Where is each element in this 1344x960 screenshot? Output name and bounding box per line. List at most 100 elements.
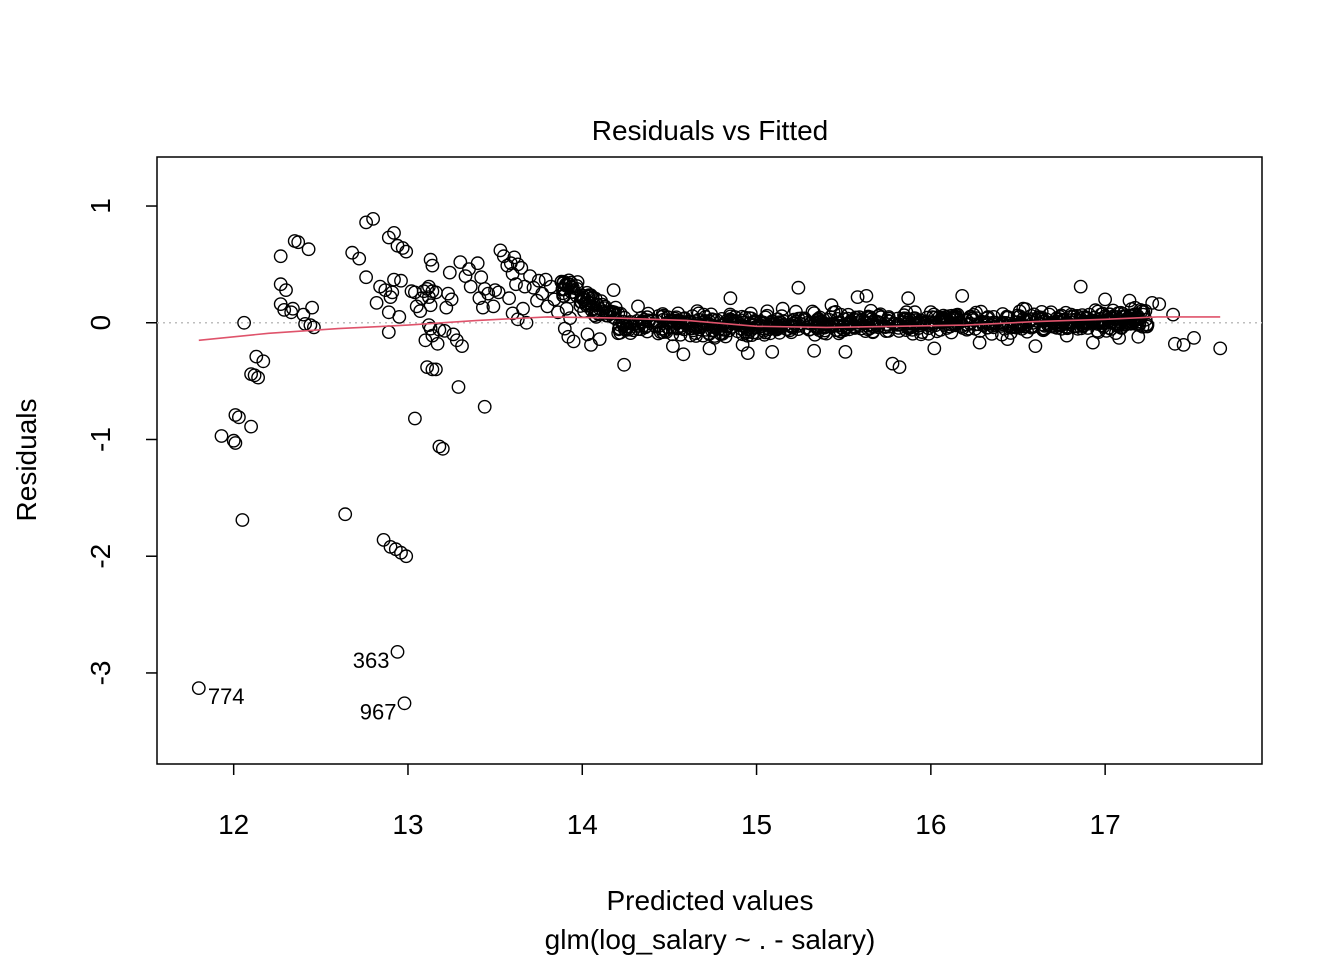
data-point [705,312,720,327]
data-point [850,290,865,304]
data-point [886,316,901,331]
data-point [301,242,316,257]
data-point [470,256,485,271]
data-point [338,507,353,522]
data-point [769,322,784,337]
data-point [615,316,629,331]
data-point [551,305,565,320]
data-point [603,306,617,321]
data-point [387,272,401,287]
x-axis-label: Predicted values [606,885,813,916]
data-point [1213,341,1228,356]
data-point [631,322,646,336]
data-point [256,354,271,369]
data-point [359,215,373,230]
data-point [392,309,407,324]
outlier-label: 363 [353,648,390,673]
y-tick-label: -2 [85,544,116,569]
data-point [590,298,605,313]
data-point [1094,307,1109,322]
data-point [237,315,252,330]
data-point [1176,337,1191,352]
data-point [442,265,457,280]
data-point [191,681,206,695]
data-point [251,370,266,385]
data-point [1002,318,1016,333]
data-point [807,343,821,358]
data-point [455,339,469,353]
data-point [561,329,576,344]
data-point [540,299,555,314]
data-point [395,241,410,255]
data-point [734,321,748,336]
data-point [531,273,546,288]
data-point [861,322,876,337]
data-point [387,225,401,240]
data-point [366,211,380,226]
data-point [502,291,516,306]
data-point [849,311,864,325]
data-point [244,419,259,434]
data-point [273,249,288,264]
data-point [1145,295,1160,310]
data-point [1140,319,1154,334]
data-point [1003,320,1018,335]
data-point [696,307,711,322]
data-point [369,295,384,310]
data-point [516,301,530,316]
data-point [228,408,243,422]
data-point [944,325,959,340]
data-point [985,318,999,333]
data-point [1037,322,1052,336]
data-point [397,696,412,711]
x-tick-label: 13 [392,809,423,840]
y-tick-label: 1 [85,198,116,214]
data-point [378,283,393,297]
data-point [646,313,660,328]
data-point [1098,292,1113,307]
x-axis-sublabel: glm(log_salary ~ . - salary) [545,924,876,955]
data-point [606,283,621,297]
data-point [383,290,398,304]
data-point [666,320,681,335]
data-point [231,410,246,425]
data-point [381,325,396,339]
data-point [228,436,243,450]
chart-title: Residuals vs Fitted [592,115,829,146]
data-point [451,380,466,394]
data-point [510,257,525,272]
data-point [598,299,612,314]
data-point [959,313,974,328]
data-point [566,334,581,349]
data-point [390,645,405,659]
data-point [592,332,607,346]
data-point [684,318,699,332]
data-point [881,323,896,338]
data-point [413,304,428,318]
data-point [765,344,780,359]
data-point [999,310,1014,325]
data-point [791,280,806,295]
data-point [1187,330,1201,345]
data-point [530,293,544,308]
data-point [235,513,250,527]
data-point [538,272,553,287]
data-point [927,341,942,356]
data-point [214,429,229,443]
data-point [474,270,489,285]
data-point [785,318,800,333]
data-point [399,244,414,259]
data-point [439,300,454,315]
data-point [1020,324,1034,339]
data-point [463,279,478,294]
data-point [285,301,300,316]
data-point [630,314,644,328]
x-tick-label: 15 [741,809,772,840]
data-point [901,291,916,306]
data-point [249,349,264,364]
data-point [303,318,318,332]
data-point [1168,336,1182,351]
data-point [960,322,974,337]
data-point [1166,307,1181,322]
data-point [688,326,703,341]
